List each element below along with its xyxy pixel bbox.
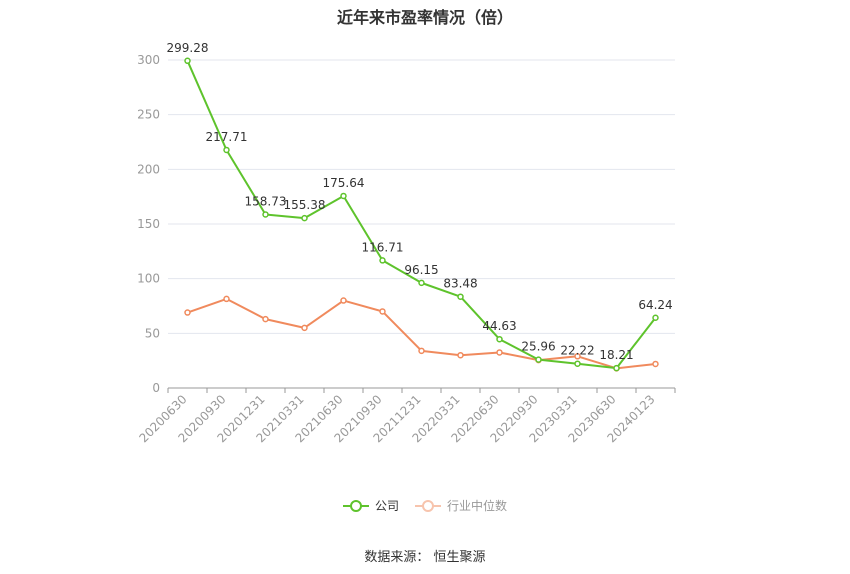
- y-tick-label: 250: [137, 108, 160, 122]
- data-label: 217.71: [206, 130, 248, 144]
- data-label: 158.73: [245, 194, 287, 208]
- data-point-company: [496, 335, 503, 343]
- legend-label: 行业中位数: [447, 499, 508, 513]
- data-label: 25.96: [521, 340, 555, 354]
- data-point-company: [379, 257, 386, 264]
- data-point-industry-median: [262, 315, 269, 323]
- data-label: 64.24: [638, 298, 672, 312]
- data-point-company: [301, 214, 308, 222]
- data-point-industry-median: [652, 360, 659, 368]
- data-point-company: [418, 279, 425, 287]
- legend-label: 公司: [374, 499, 399, 513]
- data-label: 18.21: [599, 348, 633, 362]
- legend-item-industry-median[interactable]: 行业中位数: [415, 497, 507, 514]
- series-lines: [186, 60, 657, 370]
- data-points: [184, 57, 659, 372]
- y-tick-label: 200: [137, 162, 160, 176]
- data-point-company: [262, 211, 269, 218]
- data-point-industry-median: [496, 349, 503, 356]
- data-point-industry-median: [379, 308, 386, 315]
- series-line-company: [186, 60, 657, 370]
- data-label: 299.28: [167, 41, 209, 55]
- legend-line-icon: [415, 499, 441, 513]
- y-tick-label: 150: [137, 217, 160, 231]
- data-point-company: [340, 192, 347, 200]
- data-point-company: [574, 360, 581, 367]
- data-label: 175.64: [323, 176, 365, 190]
- data-label: 22.22: [560, 344, 594, 358]
- data-label: 116.71: [362, 240, 404, 254]
- y-tick-label: 0: [152, 381, 160, 395]
- legend: 公司 行业中位数: [0, 497, 850, 514]
- y-tick-label: 300: [137, 53, 160, 67]
- data-point-industry-median: [418, 347, 425, 355]
- data-point-industry-median: [457, 351, 464, 359]
- data-label: 44.63: [482, 319, 516, 333]
- grid-lines: [168, 59, 675, 334]
- data-point-industry-median: [301, 324, 308, 332]
- data-point-company: [652, 314, 659, 322]
- legend-item-company[interactable]: 公司: [342, 497, 399, 514]
- data-point-industry-median: [574, 353, 581, 360]
- data-point-industry-median: [223, 295, 230, 303]
- data-point-industry-median: [184, 309, 191, 316]
- data-label: 155.38: [284, 198, 326, 212]
- axes: 0501001502002503002020063020200930202012…: [137, 53, 676, 445]
- data-point-company: [223, 146, 230, 154]
- legend-line-icon: [342, 499, 369, 513]
- chart-title: 近年来市盈率情况（倍）: [336, 8, 513, 27]
- line-chart: 0501001502002503002020063020200930202012…: [137, 41, 676, 445]
- data-point-company: [457, 293, 464, 300]
- data-point-company: [535, 356, 542, 363]
- data-label: 96.15: [404, 263, 438, 277]
- data-source: 数据来源： 恒生聚源: [364, 550, 486, 565]
- y-tick-label: 100: [137, 272, 160, 286]
- y-tick-label: 50: [145, 326, 160, 340]
- data-point-industry-median: [340, 297, 347, 304]
- data-label: 83.48: [443, 277, 477, 291]
- data-point-company: [613, 364, 620, 372]
- data-point-company: [184, 57, 191, 65]
